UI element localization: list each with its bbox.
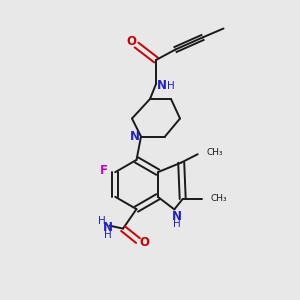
Text: CH₃: CH₃ [206,148,223,157]
Text: F: F [100,164,108,177]
Text: H: H [167,81,175,92]
Text: N: N [103,220,113,234]
Text: H: H [98,216,106,226]
Text: H: H [173,219,181,229]
Text: N: N [172,209,182,223]
Text: O: O [140,236,150,249]
Text: CH₃: CH₃ [211,194,227,203]
Text: H: H [104,230,112,240]
Text: N: N [156,79,167,92]
Text: N: N [129,130,140,143]
Text: O: O [126,35,136,48]
